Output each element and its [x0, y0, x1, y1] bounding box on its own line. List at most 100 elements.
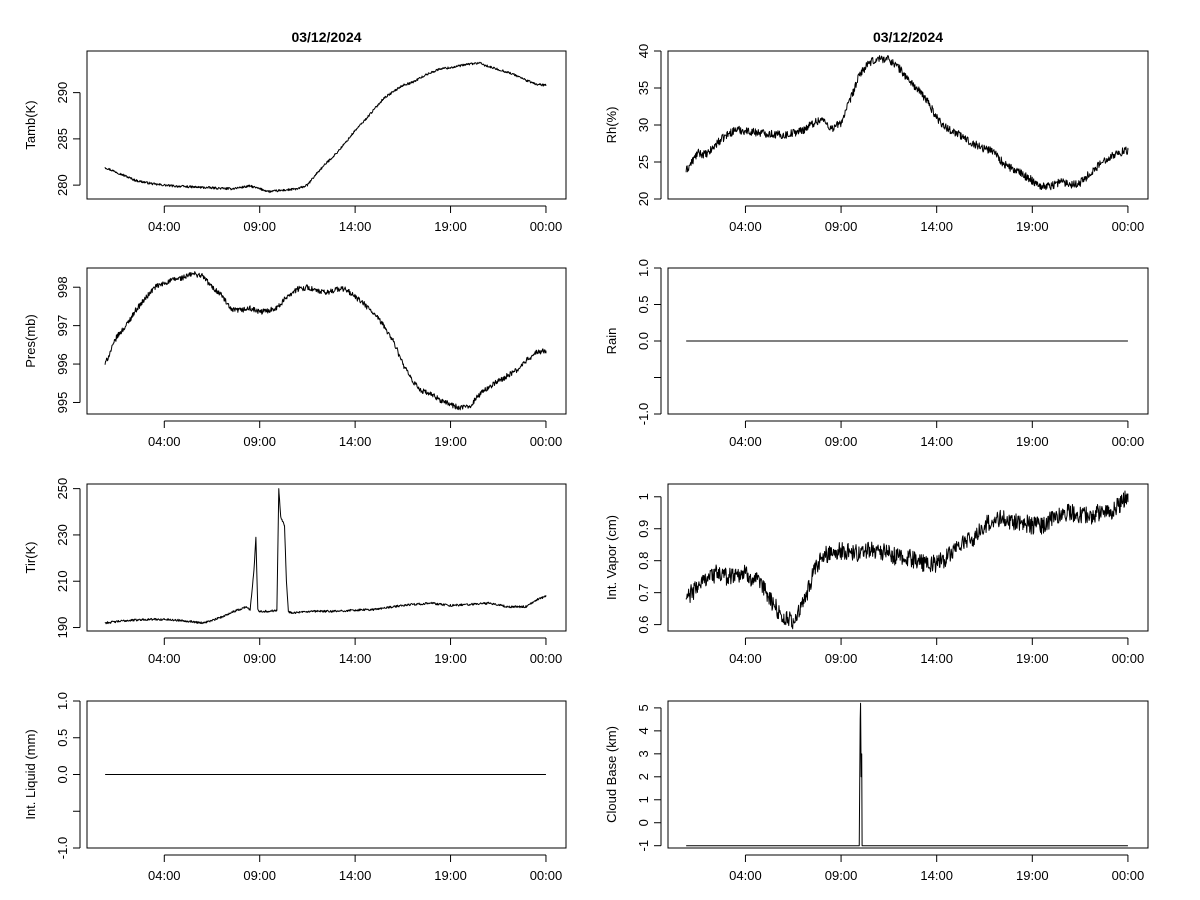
y-tick-label: 25	[636, 155, 651, 169]
y-tick-label: 995	[55, 392, 70, 414]
plot-frame	[86, 50, 567, 200]
chart-panel-rh: 03/12/2024 Rh(%) 20 25 30 35 40 04:00 09:00 14:00…	[604, 29, 1149, 234]
series-line-int-vapor	[685, 490, 1129, 630]
chart-panel-tir-k: Tir(K) 190 210 230 250 04:00 09:00 14:00 19:00 00…	[23, 478, 567, 666]
y-tick-label: 0.9	[636, 520, 651, 538]
y-tick-label: -1	[636, 840, 651, 852]
x-tick-label: 19:00	[1016, 434, 1049, 449]
x-tick-label: 09:00	[825, 219, 858, 234]
x-tick-label: 19:00	[1016, 219, 1049, 234]
x-tick-label: 19:00	[434, 651, 467, 666]
chart-panel-pres-mb: Pres(mb) 995 996 997 998 04:00 09:00 14:00 19:00…	[23, 267, 567, 449]
y-tick-label: 2	[636, 773, 651, 780]
series-line-tamb	[104, 61, 547, 194]
plot-frame	[667, 267, 1149, 415]
y-tick-label: 210	[55, 570, 70, 592]
x-tick-label: 04:00	[148, 651, 181, 666]
x-tick-label: 09:00	[825, 868, 858, 883]
y-tick-label: 250	[55, 478, 70, 500]
y-axis-label: Int. Vapor (cm)	[604, 515, 619, 600]
chart-panel-int-liquid-mm: Int. Liquid (mm) -1.0 0.0 0.5 1.0 04:00 09:00 1…	[23, 692, 567, 883]
y-tick-label: 190	[55, 617, 70, 639]
x-tick-label: 04:00	[729, 868, 762, 883]
x-tick-label: 04:00	[729, 651, 762, 666]
plot-frame	[667, 700, 1149, 849]
chart-panel-tamb-k: 03/12/2024 Tamb(K) 280 285 290 04:00 09:00 14:0…	[23, 29, 567, 234]
x-tick-label: 19:00	[1016, 651, 1049, 666]
y-tick-label: -1.0	[55, 837, 70, 859]
chart-panel-rain: Rain -1.0 0.0 0.5 1.0 04:00 09:00 14:00 19:00 00:…	[604, 259, 1149, 449]
y-tick-label: 0	[636, 819, 651, 826]
x-tick-label: 14:00	[920, 651, 953, 666]
y-tick-label: 0.5	[636, 295, 651, 313]
x-tick-label: 19:00	[434, 219, 467, 234]
x-tick-label: 00:00	[1112, 868, 1145, 883]
series-line-pres	[104, 271, 547, 411]
x-tick-label: 14:00	[920, 434, 953, 449]
x-tick-label: 09:00	[243, 868, 276, 883]
y-axis-label: Rain	[604, 328, 619, 355]
y-tick-label: 0.0	[636, 332, 651, 350]
y-tick-label: 997	[55, 315, 70, 337]
y-tick-label: 1	[636, 796, 651, 803]
x-tick-label: 14:00	[339, 868, 372, 883]
chart-title: 03/12/2024	[291, 29, 361, 45]
y-tick-label: -1.0	[636, 403, 651, 425]
plot-frame	[667, 50, 1149, 200]
x-tick-label: 04:00	[148, 219, 181, 234]
series-line-cloud-base	[686, 702, 1128, 847]
x-tick-label: 04:00	[729, 219, 762, 234]
y-tick-label: 0.0	[55, 765, 70, 783]
y-tick-label: 3	[636, 750, 651, 757]
x-tick-label: 14:00	[339, 434, 372, 449]
y-tick-label: 35	[636, 81, 651, 95]
x-tick-label: 14:00	[920, 868, 953, 883]
x-tick-label: 04:00	[148, 434, 181, 449]
x-tick-label: 00:00	[530, 219, 563, 234]
y-axis-label: Cloud Base (km)	[604, 726, 619, 823]
plot-frame	[86, 700, 567, 849]
x-tick-label: 09:00	[825, 651, 858, 666]
y-tick-label: 998	[55, 276, 70, 298]
y-tick-label: 280	[55, 174, 70, 196]
chart-panel-int-vapor-cm: Int. Vapor (cm) 0.6 0.7 0.8 0.9 1 04:00 09:00 14…	[604, 483, 1149, 666]
y-tick-label: 1.0	[636, 259, 651, 277]
x-tick-label: 04:00	[148, 868, 181, 883]
x-tick-label: 09:00	[243, 434, 276, 449]
x-tick-label: 14:00	[339, 651, 372, 666]
y-tick-label: 5	[636, 704, 651, 711]
x-tick-label: 09:00	[243, 651, 276, 666]
x-tick-label: 09:00	[243, 219, 276, 234]
x-tick-label: 00:00	[1112, 651, 1145, 666]
y-axis-label: Pres(mb)	[23, 314, 38, 367]
y-tick-label: 20	[636, 192, 651, 206]
x-tick-label: 19:00	[434, 434, 467, 449]
series-line-tir	[104, 488, 547, 625]
plot-frame	[86, 483, 567, 632]
plot-frame	[667, 483, 1149, 632]
y-tick-label: 290	[55, 82, 70, 104]
series-line-rh	[685, 55, 1129, 191]
x-tick-label: 00:00	[530, 868, 563, 883]
y-tick-label: 1.0	[55, 692, 70, 710]
x-tick-label: 00:00	[1112, 434, 1145, 449]
y-tick-label: 1	[636, 493, 651, 500]
y-axis-label: Tamb(K)	[23, 100, 38, 149]
x-tick-label: 19:00	[434, 868, 467, 883]
x-tick-label: 04:00	[729, 434, 762, 449]
y-tick-label: 0.7	[636, 584, 651, 602]
y-tick-label: 4	[636, 727, 651, 734]
y-tick-label: 0.6	[636, 616, 651, 634]
y-tick-label: 40	[636, 44, 651, 58]
y-axis-label: Tir(K)	[23, 541, 38, 573]
y-tick-label: 996	[55, 353, 70, 375]
y-tick-label: 230	[55, 524, 70, 546]
x-tick-label: 14:00	[920, 219, 953, 234]
chart-panel-cloud-base-km: Cloud Base (km) -1 0 1 2 3 4 5 04:00 09:00 14:00 19…	[604, 700, 1149, 883]
x-tick-label: 00:00	[530, 434, 563, 449]
y-tick-label: 0.5	[55, 729, 70, 747]
y-axis-label: Int. Liquid (mm)	[23, 729, 38, 819]
x-tick-label: 14:00	[339, 219, 372, 234]
y-tick-label: 0.8	[636, 552, 651, 570]
